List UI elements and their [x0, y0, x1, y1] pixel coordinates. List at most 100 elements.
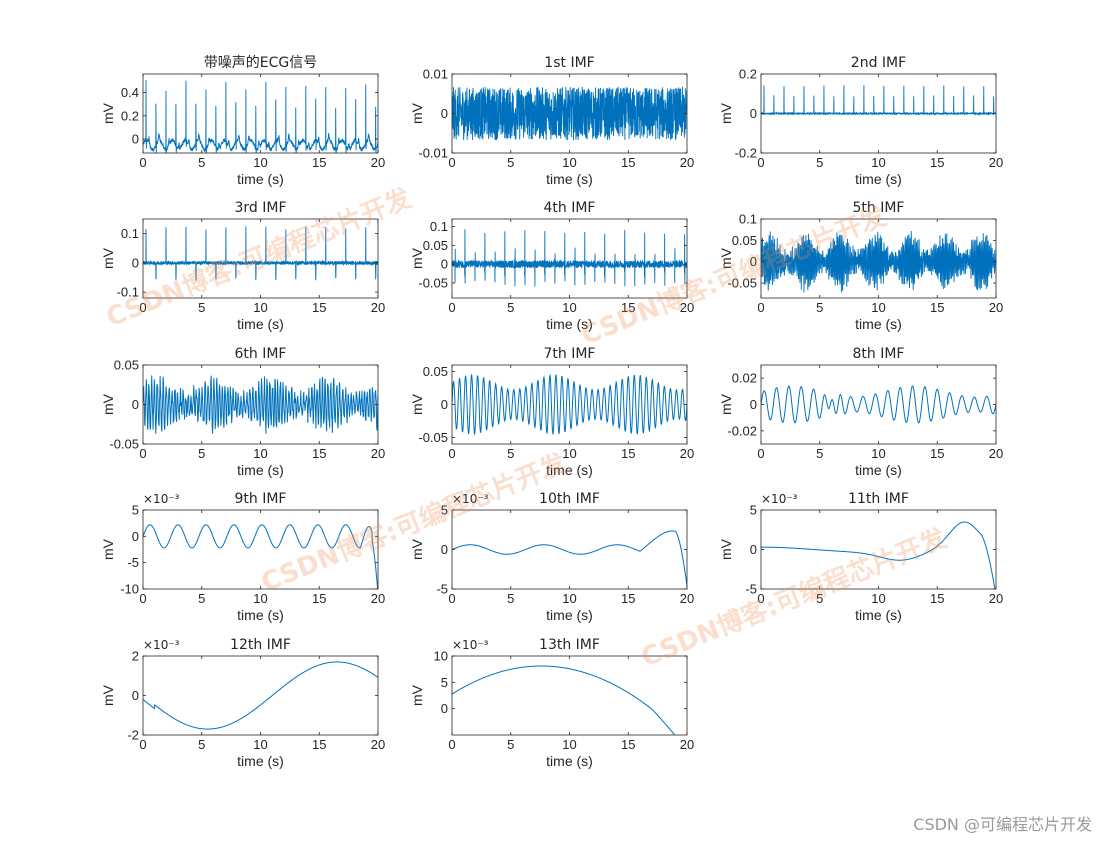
x-tick-label: 20 [680, 446, 694, 461]
y-tick-label: 0.05 [114, 358, 139, 373]
x-tick-label: 10 [871, 155, 885, 170]
y-axis-label: mV [100, 102, 116, 124]
x-tick-label: 5 [198, 155, 205, 170]
subplot-title: 10th IMF [539, 491, 600, 507]
x-tick-label: 10 [253, 300, 267, 315]
y-axis-label: mV [100, 684, 116, 706]
series-line [143, 79, 378, 153]
axes-box [142, 509, 379, 590]
y-axis-label: mV [409, 684, 425, 706]
axes-box [451, 218, 688, 299]
x-tick-label: 0 [139, 300, 146, 315]
x-tick-label: 20 [371, 446, 385, 461]
x-axis-label: time (s) [546, 462, 593, 478]
x-tick-label: 10 [562, 300, 576, 315]
x-tick-label: 10 [871, 591, 885, 606]
series-line [452, 229, 687, 287]
y-tick-label: 0 [132, 688, 139, 703]
y-tick-label: -0.05 [418, 430, 448, 445]
y-axis-label: mV [409, 393, 425, 415]
y-exponent-label: ×10⁻³ [143, 638, 180, 652]
y-tick-label: 0 [132, 397, 139, 412]
y-exponent-label: ×10⁻³ [761, 492, 798, 506]
x-tick-label: 10 [253, 446, 267, 461]
series-line [143, 524, 378, 589]
series-line [143, 226, 378, 281]
x-tick-label: 20 [680, 155, 694, 170]
y-axis-label: mV [409, 102, 425, 124]
x-tick-label: 5 [816, 300, 823, 315]
axes-box [142, 655, 379, 736]
y-tick-label: 0.02 [732, 371, 757, 386]
y-tick-label: 0 [750, 397, 757, 412]
y-tick-label: 0 [441, 701, 448, 716]
axes-box [760, 509, 997, 590]
y-axis-label: mV [409, 538, 425, 560]
y-tick-label: -5 [745, 582, 757, 597]
x-tick-label: 20 [680, 591, 694, 606]
y-tick-label: 0.2 [121, 108, 139, 123]
series-line [452, 86, 687, 141]
y-tick-label: -0.05 [418, 275, 448, 290]
subplot-title: 4th IMF [544, 200, 596, 216]
x-axis-label: time (s) [855, 607, 902, 623]
x-axis-label: time (s) [855, 316, 902, 332]
x-tick-label: 20 [989, 155, 1003, 170]
subplot-1: 0 5 10 15 20 0 0.2 0.4 带噪声的ECG信号 time (s) mV [100, 55, 385, 187]
x-tick-label: 0 [139, 446, 146, 461]
x-tick-label: 5 [507, 446, 514, 461]
x-tick-label: 15 [312, 737, 326, 752]
x-tick-label: 0 [139, 737, 146, 752]
y-tick-label: 0 [132, 255, 139, 270]
x-tick-label: 5 [198, 737, 205, 752]
series-line [143, 375, 378, 434]
subplot-title: 1st IMF [544, 55, 594, 71]
x-axis-label: time (s) [855, 462, 902, 478]
y-tick-label: -0.02 [727, 423, 757, 438]
y-tick-label: 0.1 [121, 226, 139, 241]
y-axis-label: mV [718, 247, 734, 269]
x-axis-label: time (s) [237, 753, 284, 769]
y-tick-label: 0.1 [430, 219, 448, 234]
y-tick-label: 0 [750, 106, 757, 121]
x-axis-label: time (s) [546, 171, 593, 187]
x-tick-label: 5 [198, 591, 205, 606]
x-tick-label: 5 [507, 300, 514, 315]
y-exponent-label: ×10⁻³ [452, 638, 489, 652]
x-axis-label: time (s) [237, 462, 284, 478]
y-tick-label: 0.2 [739, 67, 757, 82]
subplot-title: 7th IMF [544, 346, 596, 362]
x-tick-label: 10 [871, 446, 885, 461]
y-tick-label: 5 [132, 503, 139, 518]
series-line [143, 661, 378, 730]
x-tick-label: 20 [371, 591, 385, 606]
x-tick-label: 15 [930, 446, 944, 461]
y-exponent-label: ×10⁻³ [452, 492, 489, 506]
x-tick-label: 0 [448, 591, 455, 606]
y-axis-label: mV [100, 393, 116, 415]
x-tick-label: 20 [989, 446, 1003, 461]
subplot-title: 6th IMF [235, 346, 287, 362]
subplot-title: 2nd IMF [851, 55, 906, 71]
y-tick-label: 10 [434, 649, 448, 664]
y-tick-label: 0.01 [423, 67, 448, 82]
x-tick-label: 0 [448, 446, 455, 461]
series-line [761, 231, 996, 293]
y-tick-label: 0.1 [739, 212, 757, 227]
y-tick-label: -0.01 [418, 146, 448, 161]
y-tick-label: 0 [132, 132, 139, 147]
x-axis-label: time (s) [237, 171, 284, 187]
x-tick-label: 15 [930, 300, 944, 315]
x-tick-label: 15 [621, 300, 635, 315]
x-tick-label: 0 [448, 300, 455, 315]
x-tick-label: 10 [562, 591, 576, 606]
x-tick-label: 15 [621, 591, 635, 606]
axes-box [451, 509, 688, 590]
x-tick-label: 15 [930, 155, 944, 170]
x-tick-label: 20 [371, 737, 385, 752]
